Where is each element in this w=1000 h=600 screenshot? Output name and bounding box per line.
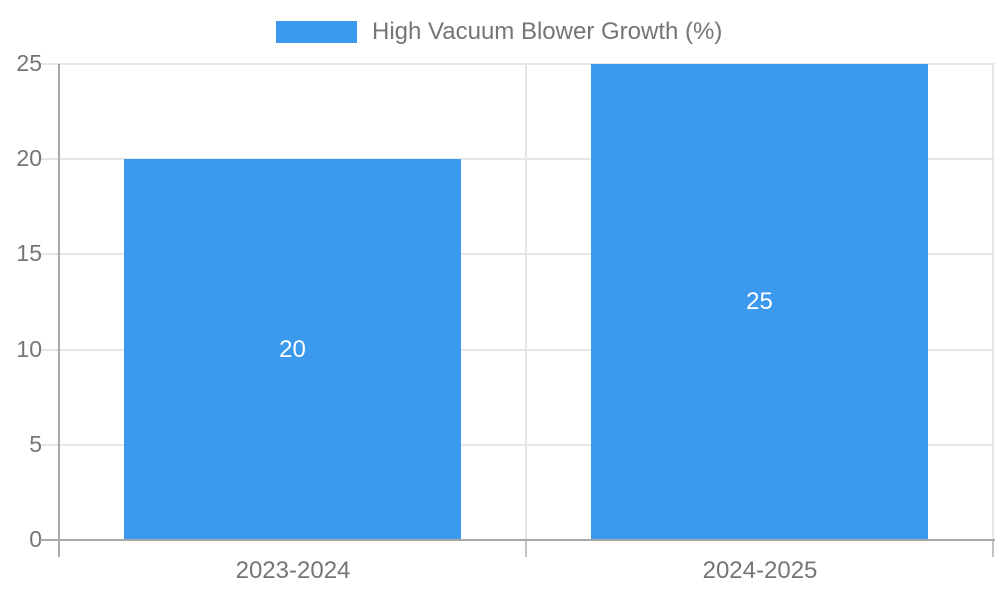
x-axis-baseline	[40, 539, 995, 541]
y-tick-label: 15	[16, 240, 42, 267]
bar-value-label: 25	[746, 288, 773, 315]
bar-value-label: 20	[279, 336, 306, 363]
x-category-label: 2024-2025	[702, 557, 818, 584]
y-gridline	[40, 63, 995, 65]
x-axis-tick	[525, 540, 527, 557]
x-axis-tick	[992, 540, 994, 557]
x-category-label: 2023-2024	[235, 557, 351, 584]
legend: High Vacuum Blower Growth (%)	[276, 20, 722, 44]
y-tick-label: 0	[29, 526, 42, 553]
category-gridline	[992, 64, 994, 540]
y-gridline	[40, 158, 995, 160]
bar	[124, 159, 461, 540]
y-gridline	[40, 349, 995, 351]
y-gridline	[40, 444, 995, 446]
bar	[591, 64, 928, 540]
y-tick-label: 20	[16, 145, 42, 172]
y-axis-line	[58, 64, 60, 557]
legend-label: High Vacuum Blower Growth (%)	[372, 18, 723, 45]
y-tick-label: 25	[16, 50, 42, 77]
y-tick-label: 10	[16, 336, 42, 363]
category-gridline	[525, 64, 527, 540]
y-gridline	[40, 253, 995, 255]
legend-swatch	[276, 21, 357, 43]
y-tick-label: 5	[29, 431, 42, 458]
